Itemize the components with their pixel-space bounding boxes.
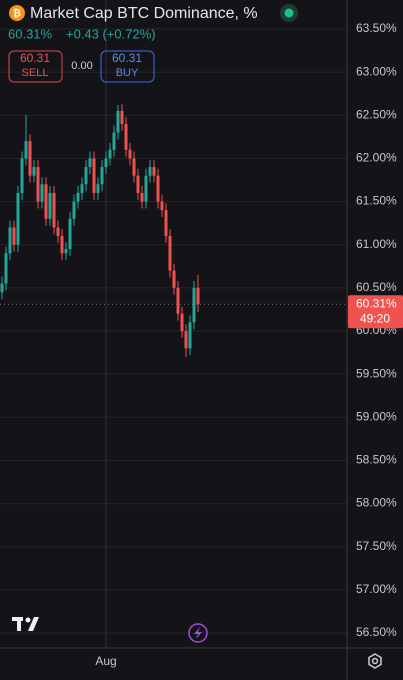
candle-body — [64, 249, 68, 254]
candle-body — [96, 184, 100, 193]
candle-body — [4, 253, 8, 284]
candle-body — [144, 175, 148, 202]
candle-body — [180, 313, 184, 331]
candle-body — [128, 149, 132, 159]
candle-body — [156, 175, 160, 202]
axis: 56.50% 57.00% 57.50% 58.00% 58.50% 59.00% 59.5… — [95, 21, 403, 668]
btc-icon — [9, 5, 25, 21]
tradingview-logo — [12, 617, 39, 631]
buy-price: 60.31 — [112, 51, 142, 65]
settings-button[interactable] — [368, 653, 382, 669]
candle-body — [112, 132, 116, 150]
candle-body — [192, 287, 196, 323]
candle-body — [88, 158, 92, 168]
spread: 0.00 — [71, 60, 92, 72]
lightning-button[interactable] — [188, 623, 208, 643]
y-tick-label: 57.00% — [356, 582, 397, 596]
candle-body — [116, 110, 120, 133]
candle-body — [136, 175, 140, 193]
lightning-icon — [194, 627, 202, 639]
plot — [0, 104, 347, 357]
candle-body — [184, 331, 188, 349]
symbol-title: Market Cap BTC Dominance, % — [30, 5, 258, 22]
candle-body — [100, 167, 104, 185]
y-tick-label: 57.50% — [356, 539, 397, 553]
countdown: 49:20 — [360, 311, 390, 325]
buy-label: BUY — [116, 67, 139, 79]
candle-body — [188, 322, 192, 349]
candle-body — [68, 218, 72, 250]
candle-body — [132, 158, 136, 176]
y-tick-label: 62.50% — [356, 107, 397, 121]
change: +0.43 (+0.72%) — [66, 26, 156, 41]
sell-price: 60.31 — [20, 51, 50, 65]
candle-body — [32, 167, 36, 176]
candle-body — [48, 192, 52, 219]
y-tick-label: 59.50% — [356, 366, 397, 380]
candle-body — [36, 167, 40, 202]
candle-body — [196, 287, 200, 305]
y-tick-label: 58.50% — [356, 453, 397, 467]
y-tick-label: 60.50% — [356, 280, 397, 294]
candle-body — [80, 184, 84, 193]
market-status — [284, 8, 294, 18]
candle-body — [76, 192, 80, 202]
candle-body — [84, 167, 88, 185]
candle-body — [148, 167, 152, 176]
x-tick-label: Aug — [95, 654, 116, 668]
y-tick-label: 62.00% — [356, 151, 397, 165]
candle-body — [44, 184, 48, 219]
candle-body — [108, 149, 112, 159]
candle-body — [24, 141, 28, 159]
candle-body — [172, 270, 176, 288]
candle-body — [168, 236, 172, 271]
y-tick-label: 61.50% — [356, 194, 397, 208]
candle-body — [104, 158, 108, 168]
candle-body — [0, 283, 4, 293]
candle-body — [152, 167, 156, 176]
y-tick-label: 59.00% — [356, 409, 397, 423]
candle-body — [120, 110, 124, 124]
candle-body — [28, 141, 32, 176]
candle-body — [164, 210, 168, 237]
candle-body — [16, 192, 20, 245]
last-price-label: 60.31% — [356, 296, 397, 310]
candle-body — [72, 201, 76, 219]
candle-body — [176, 287, 180, 314]
sell-button[interactable] — [8, 50, 63, 83]
candle-body — [12, 227, 16, 245]
candle-body — [52, 192, 56, 228]
last-price-tag — [348, 295, 403, 329]
candle-body — [92, 158, 96, 193]
buy-button[interactable] — [100, 50, 155, 83]
grid — [0, 0, 347, 648]
y-tick-label: 56.50% — [356, 625, 397, 639]
btc-icon-glyph: ₿ — [13, 8, 21, 20]
candle-body — [124, 123, 128, 150]
candle-body — [40, 184, 44, 202]
candle-body — [160, 201, 164, 211]
price: 60.31% — [8, 26, 53, 41]
candle-body — [8, 227, 12, 254]
candle-body — [60, 236, 64, 254]
y-tick-label: 63.00% — [356, 64, 397, 78]
candle-body — [140, 192, 144, 202]
candle-body — [56, 227, 60, 237]
candle-body — [20, 158, 24, 193]
y-tick-label: 61.00% — [356, 237, 397, 251]
y-tick-label: 63.50% — [356, 21, 397, 35]
y-tick-label: 58.00% — [356, 496, 397, 510]
sell-label: SELL — [22, 67, 49, 79]
